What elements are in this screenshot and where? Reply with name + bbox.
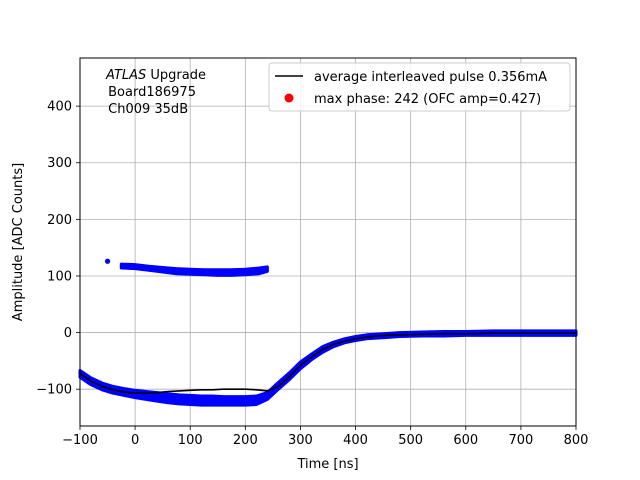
legend: average interleaved pulse 0.356mA max ph… [268, 62, 571, 112]
y-tick-label: 400 [47, 100, 72, 115]
x-tick-label: 700 [508, 433, 533, 448]
y-tick-label: 100 [47, 269, 72, 284]
x-tick-label: 0 [131, 433, 139, 448]
x-tick-label: 600 [453, 433, 478, 448]
x-tick-label: 500 [398, 433, 423, 448]
y-tick-label: 200 [47, 213, 72, 228]
annotation-rest: Upgrade [146, 68, 206, 83]
x-tick-label: 100 [178, 433, 203, 448]
annotation-italic: ATLAS [105, 68, 146, 83]
x-tick-label: −100 [62, 433, 98, 448]
x-tick-label: 300 [288, 433, 313, 448]
scatter-band-2 [119, 262, 269, 277]
legend-box [268, 62, 571, 112]
y-tick-label: −100 [36, 383, 72, 398]
axis-ticks: −100 0 100 200 300 400 500 600 700 800 −100 0 100 200… [36, 100, 588, 448]
annotation-line-2: Board186975 [104, 85, 196, 100]
scatter-point [104, 258, 111, 264]
legend-entry-max-phase: max phase: 242 (OFC amp=0.427) [314, 92, 541, 107]
plot-data [78, 258, 578, 407]
y-tick-label: 0 [64, 326, 72, 341]
x-tick-label: 200 [233, 433, 258, 448]
y-axis-label: Amplitude [ADC Counts] [11, 163, 26, 321]
legend-entry-average-pulse: average interleaved pulse 0.356mA [314, 70, 547, 85]
x-tick-label: 800 [564, 433, 589, 448]
plot-frame [79, 57, 577, 427]
annotation-line-3: Ch009 35dB [104, 102, 188, 117]
average-pulse-line [79, 332, 576, 394]
x-tick-label: 400 [343, 433, 368, 448]
annotation-line-1: ATLAS Upgrade [105, 68, 206, 83]
atlas-annotation: ATLAS Upgrade Board186975 Ch009 35dB [104, 68, 206, 117]
legend-marker-swatch [284, 93, 294, 103]
y-tick-label: 300 [47, 156, 72, 171]
x-axis-label: Time [ns] [296, 457, 358, 472]
